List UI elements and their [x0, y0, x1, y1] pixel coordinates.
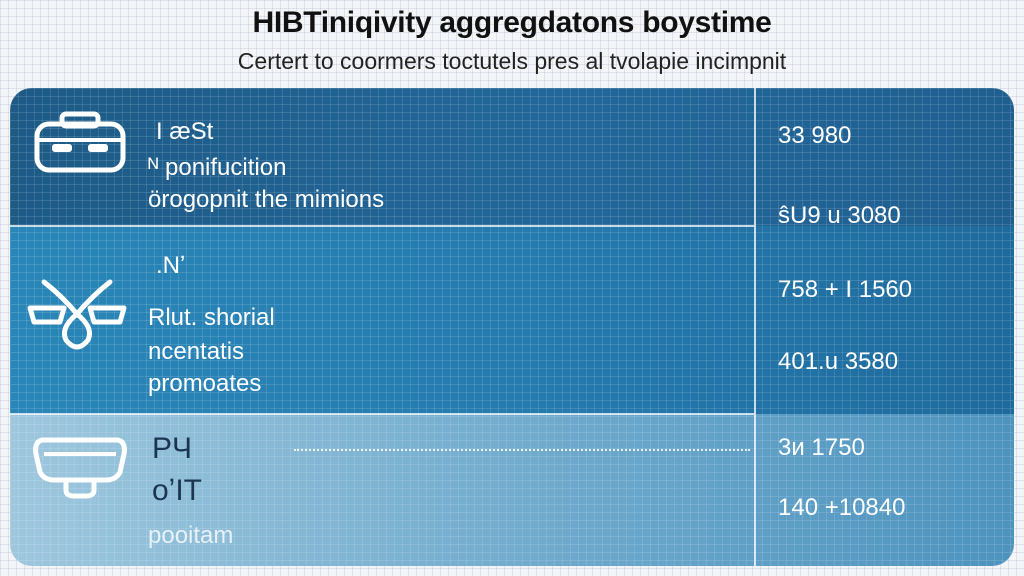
summary-panel: I æSt ᴺ ponifucition örogopnit the mimio…	[10, 88, 1014, 566]
row-2-line-3: ncentatis	[148, 338, 245, 365]
page-subtitle: Certert to coormers toctutels pres al tv…	[237, 48, 787, 74]
row-divider-1	[10, 225, 754, 227]
row-2-line-4: promoates	[148, 370, 262, 397]
drone-icon	[27, 279, 127, 350]
row-1-line-3: örogopnit the mimions	[148, 186, 385, 213]
row-divider-2	[10, 413, 754, 415]
row-2-value-1: 758 + I 1560	[778, 276, 913, 303]
page-title: HIBTiniqivity aggregdatons boystime	[252, 6, 772, 39]
row-3-value-2: 140 +10840	[778, 494, 906, 521]
row-1-value-1: 33 980	[778, 122, 852, 149]
row-1-line-1: I æSt	[156, 118, 214, 145]
row-band-2	[10, 226, 1014, 414]
row-1-line-2: ᴺ ponifucition	[148, 154, 287, 181]
row-1-value-2: ŝU9 u 3080	[778, 202, 901, 229]
row-band-1	[10, 88, 1014, 226]
row-3-line-3: pooitam	[148, 522, 234, 549]
row-2-line-1: .Nʼ	[156, 252, 186, 279]
row-3-line-1: PЧ	[152, 432, 193, 465]
column-divider	[754, 88, 756, 566]
row-2-value-2: 401.u 3580	[778, 348, 899, 375]
dotted-divider	[294, 449, 750, 451]
briefcase-icon	[34, 111, 126, 173]
row-3-line-2: oʼIT	[152, 474, 203, 507]
row-3-value-1: 3и 1750	[778, 434, 865, 461]
row-2-line-2: Rlut. shorial	[148, 304, 275, 331]
row-band-3	[10, 414, 1014, 566]
panel-grid-texture	[10, 88, 1014, 566]
headset-icon	[33, 437, 127, 499]
